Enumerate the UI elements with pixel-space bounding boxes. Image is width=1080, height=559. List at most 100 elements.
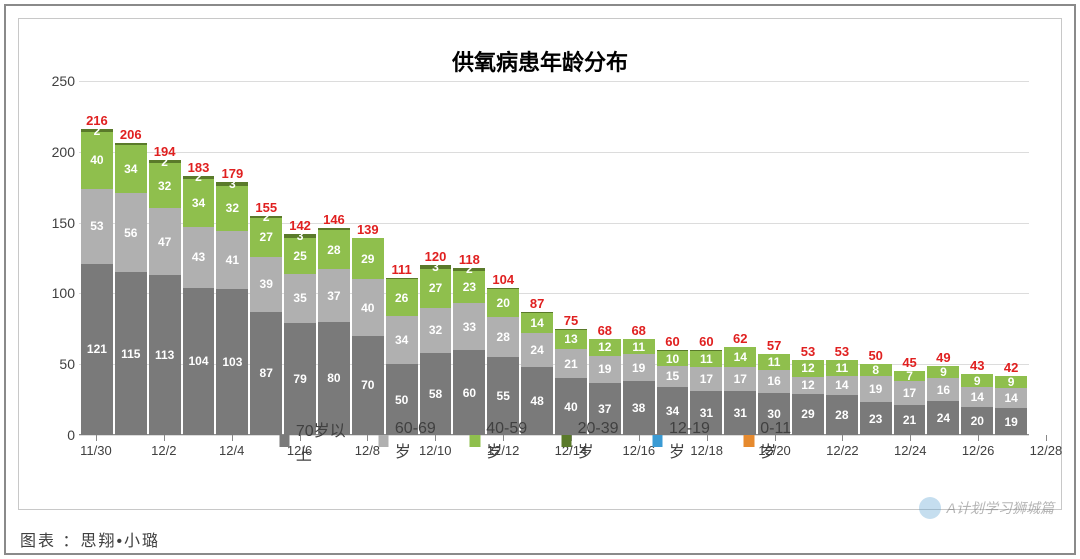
segment-value: 121	[87, 342, 107, 356]
bar-segment-age20	[521, 312, 553, 313]
bar-segment-age40: 14	[521, 313, 553, 333]
segment-value: 41	[226, 253, 239, 267]
bar-total-label: 60	[699, 334, 713, 349]
x-tick	[96, 435, 97, 441]
segment-value: 12	[801, 378, 814, 392]
bar-segment-age70: 19	[995, 408, 1027, 435]
segment-value: 70	[361, 378, 374, 392]
bar-segment-age20	[318, 228, 350, 229]
bar-segment-age60: 19	[860, 376, 892, 403]
x-tick	[164, 435, 165, 441]
x-axis-label: 12/4	[219, 443, 244, 458]
bar-total-label: 87	[530, 296, 544, 311]
bar-segment-age20	[386, 278, 418, 279]
segment-value: 34	[124, 162, 137, 176]
bar-total-label: 120	[425, 249, 447, 264]
bar-segment-age40: 9	[995, 376, 1027, 389]
bar-segment-age60: 32	[420, 308, 452, 353]
segment-value: 34	[666, 404, 679, 418]
bar-segment-age70: 21	[894, 405, 926, 435]
bar-segment-age60: 41	[216, 231, 248, 289]
segment-value: 35	[293, 291, 306, 305]
bar-column: 803728146	[318, 228, 350, 435]
bar-total-label: 68	[598, 323, 612, 338]
bar-segment-age70: 104	[183, 288, 215, 435]
segment-value: 24	[530, 343, 543, 357]
x-axis-label: 12/2	[151, 443, 176, 458]
segment-value: 38	[632, 401, 645, 415]
legend-item-age20: 20-39岁	[561, 417, 626, 465]
bar-segment-age20	[657, 350, 689, 351]
bar-total-label: 155	[255, 200, 277, 215]
bar-total-label: 50	[868, 348, 882, 363]
bar-segment-age20	[555, 329, 587, 330]
bar-segment-age60: 17	[894, 381, 926, 405]
bar-segment-age40: 27	[250, 218, 282, 256]
bar-segment-age60: 19	[623, 354, 655, 381]
bar-column: 2416949	[927, 366, 959, 435]
segment-value: 23	[869, 412, 882, 426]
x-axis-label: 12/26	[962, 443, 995, 458]
segment-value: 34	[395, 333, 408, 347]
y-axis-label: 100	[41, 285, 75, 301]
bar-column: 552820104	[487, 288, 519, 435]
segment-value: 56	[124, 226, 137, 240]
bar-segment-age40: 11	[623, 339, 655, 355]
legend-swatch	[561, 435, 571, 447]
bar-segment-age40: 9	[961, 374, 993, 387]
bar-segment-age60: 47	[149, 208, 181, 275]
bar-segment-age60: 53	[81, 189, 113, 264]
bar-column: 5832273120	[420, 265, 452, 435]
segment-value: 14	[971, 390, 984, 404]
segment-value: 11	[835, 361, 848, 375]
bar-total-label: 194	[154, 144, 176, 159]
y-axis-label: 50	[41, 356, 75, 372]
bar-segment-age70: 121	[81, 264, 113, 435]
segment-value: 11	[700, 352, 713, 366]
segment-value: 17	[734, 372, 747, 386]
segment-value: 21	[564, 357, 577, 371]
bar-column: 1155634206	[115, 143, 147, 435]
bar-segment-age40: 20	[487, 289, 519, 317]
segment-value: 32	[226, 201, 239, 215]
bar-segment-age60: 16	[927, 378, 959, 401]
bar-segment-age60: 19	[589, 356, 621, 383]
bar-segment-age40: 11	[826, 360, 858, 376]
segment-value: 10	[666, 352, 679, 366]
segment-value: 20	[971, 414, 984, 428]
segment-value: 27	[429, 281, 442, 295]
segment-value: 87	[260, 366, 273, 380]
segment-value: 14	[734, 350, 747, 364]
bar-segment-age40: 34	[183, 179, 215, 227]
bar-segment-age20: 2	[149, 160, 181, 163]
bar-total-label: 45	[902, 355, 916, 370]
segment-value: 19	[869, 382, 882, 396]
bar-segment-age20: 2	[453, 268, 485, 271]
bar-column: 704029139	[352, 238, 384, 435]
bar-total-label: 206	[120, 127, 142, 142]
segment-value: 20	[497, 296, 510, 310]
bar-segment-age70: 115	[115, 272, 147, 435]
bar-total-label: 53	[801, 344, 815, 359]
x-tick	[842, 435, 843, 441]
segment-value: 37	[598, 402, 611, 416]
segment-value: 29	[361, 252, 374, 266]
bar-column: 6033232118	[453, 268, 485, 435]
segment-value: 104	[188, 354, 208, 368]
bar-total-label: 179	[222, 166, 244, 181]
bar-segment-age20	[115, 143, 147, 144]
credit-text: 图表 ：思翔•小璐	[20, 527, 160, 551]
segment-value: 19	[1004, 415, 1017, 429]
bar-segment-age60: 15	[657, 366, 689, 387]
legend-item-age0: 0-11岁	[744, 417, 801, 465]
legend-item-age12: 12-19岁	[653, 417, 718, 465]
segment-value: 9	[974, 374, 981, 388]
bar-segment-age20: 2	[250, 216, 282, 219]
segment-value: 15	[666, 369, 679, 383]
bar-total-label: 75	[564, 313, 578, 328]
bar-segment-age70: 24	[927, 401, 959, 435]
segment-value: 19	[632, 361, 645, 375]
legend-swatch	[744, 435, 754, 447]
segment-value: 12	[801, 361, 814, 375]
segment-value: 40	[361, 301, 374, 315]
